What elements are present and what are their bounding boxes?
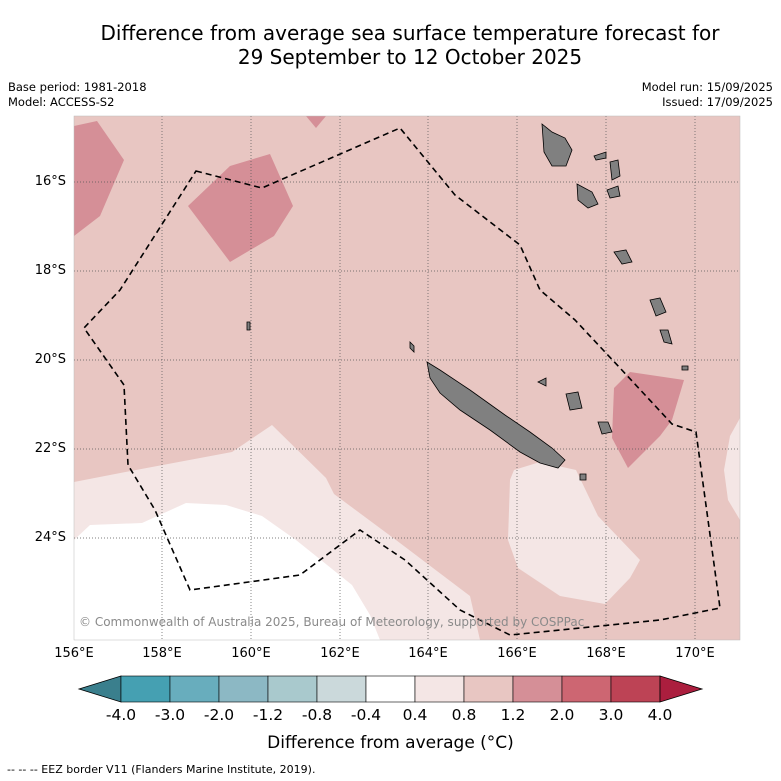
anomaly-0.4-0.8-near-new-caledonia <box>508 462 640 604</box>
lon-label-170e: 170°E <box>675 646 715 661</box>
land-masses <box>246 123 689 481</box>
map-title-line-1: Difference from average sea surface temp… <box>100 21 720 45</box>
colorbar-segment <box>218 675 269 703</box>
colorbar-label: 0.8 <box>451 706 477 724</box>
new-caledonia <box>426 361 566 469</box>
small-island <box>409 341 415 353</box>
lon-label-166e: 166°E <box>497 646 537 661</box>
malekula-island <box>609 159 621 181</box>
lon-label-156e: 156°E <box>54 646 94 661</box>
colorbar-label: -0.4 <box>350 706 382 724</box>
lat-label-24s: 24°S <box>34 530 66 545</box>
lat-label-18s: 18°S <box>34 263 66 278</box>
mare-island <box>597 421 613 435</box>
eez-legend-footer: -- -- -- EEZ border V11 (Flanders Marine… <box>7 763 316 776</box>
colorbar-segment <box>414 675 465 703</box>
issued-date: Issued: 17/09/2025 <box>662 95 773 109</box>
colorbar-label: -4.0 <box>105 706 137 724</box>
lon-label-158e: 158°E <box>142 646 182 661</box>
anomaly-1.2-2.0-west <box>74 121 124 236</box>
colorbar-label: 2.0 <box>549 706 575 724</box>
colorbar-label: -0.8 <box>301 706 333 724</box>
island-d <box>659 329 673 345</box>
small-island <box>537 377 547 387</box>
lon-label-164e: 164°E <box>408 646 448 661</box>
graticule <box>74 116 740 640</box>
small-island <box>681 365 689 371</box>
colorbar-segment <box>267 675 318 703</box>
model-run-date: Model run: 15/09/2025 <box>641 80 773 94</box>
efate-area <box>576 183 599 209</box>
map-title-line-2: 29 September to 12 October 2025 <box>237 45 583 69</box>
espiritu-santo <box>541 123 573 167</box>
copyright-notice: © Commonwealth of Australia 2025, Bureau… <box>79 615 585 629</box>
right-metadata: Model run: 15/09/2025 Issued: 17/09/2025 <box>642 80 773 110</box>
colorbar-segment <box>316 675 367 703</box>
colorbar-segment <box>365 675 416 703</box>
colorbar-segment <box>610 675 661 703</box>
lat-label-16s: 16°S <box>34 174 66 189</box>
colorbar-segment <box>169 675 220 703</box>
lat-label-20s: 20°S <box>34 352 66 367</box>
colorbar-segment <box>512 675 563 703</box>
lat-label-22s: 22°S <box>34 441 66 456</box>
map-frame <box>73 115 741 641</box>
isle-of-pines <box>579 473 587 481</box>
colorbar-label: 1.2 <box>500 706 526 724</box>
colorbar-label: -3.0 <box>154 706 186 724</box>
colorbar-title: Difference from average (°C) <box>267 733 514 753</box>
colorbar <box>77 675 704 703</box>
anomaly-neutral-region <box>74 503 380 640</box>
tanna-island <box>613 249 633 265</box>
island-b <box>593 151 607 161</box>
lon-label-168e: 168°E <box>586 646 626 661</box>
lon-label-160e: 160°E <box>231 646 271 661</box>
colorbar-label: 0.4 <box>402 706 428 724</box>
left-metadata: Base period: 1981-2018 Model: ACCESS-S2 <box>8 80 147 110</box>
colorbar-segment <box>120 675 171 703</box>
colorbar-segment <box>463 675 514 703</box>
map-area <box>74 116 740 640</box>
colorbar-segment <box>561 675 612 703</box>
anomaly-0.4-0.8-east-edge <box>724 418 740 520</box>
colorbar-label: -2.0 <box>203 706 235 724</box>
colorbar-extend-low <box>77 675 122 703</box>
model-name: Model: ACCESS-S2 <box>8 95 115 109</box>
anomaly-1.2-2.0-top <box>306 116 326 128</box>
colorbar-extend-high <box>659 675 704 703</box>
island-a <box>606 185 621 199</box>
island-c <box>649 297 667 317</box>
colorbar-label: 3.0 <box>598 706 624 724</box>
base-period: Base period: 1981-2018 <box>8 80 147 94</box>
small-island <box>246 321 251 331</box>
colorbar-label: 4.0 <box>647 706 673 724</box>
colorbar-label: -1.2 <box>252 706 284 724</box>
anomaly-1.2-2.0-east <box>612 372 684 468</box>
lon-label-162e: 162°E <box>320 646 360 661</box>
lifou-island <box>565 391 583 411</box>
anomaly-1.2-2.0-north-central <box>188 154 293 262</box>
